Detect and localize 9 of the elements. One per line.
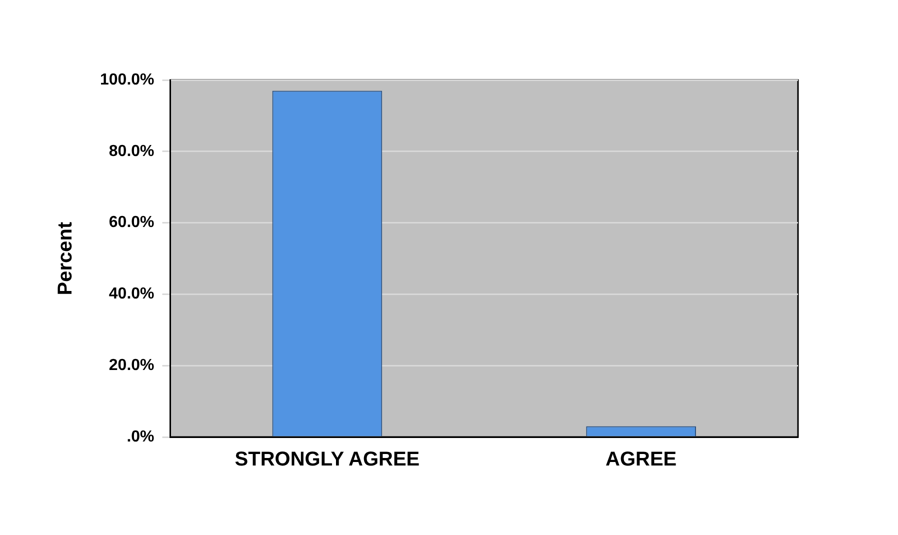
y-tick-label: 20.0% [108,357,154,374]
y-tick-label: 40.0% [108,286,154,303]
y-tick-label: 60.0% [108,214,154,232]
y-tick-label: 80.0% [108,142,154,160]
y-tick-label: 100.0% [100,71,154,88]
y-tick-label: .0% [126,428,154,446]
x-tick-label: STRONGLY AGREE [234,448,420,471]
y-axis-title: Percent [54,221,77,296]
x-tick-label: AGREE [606,448,677,471]
